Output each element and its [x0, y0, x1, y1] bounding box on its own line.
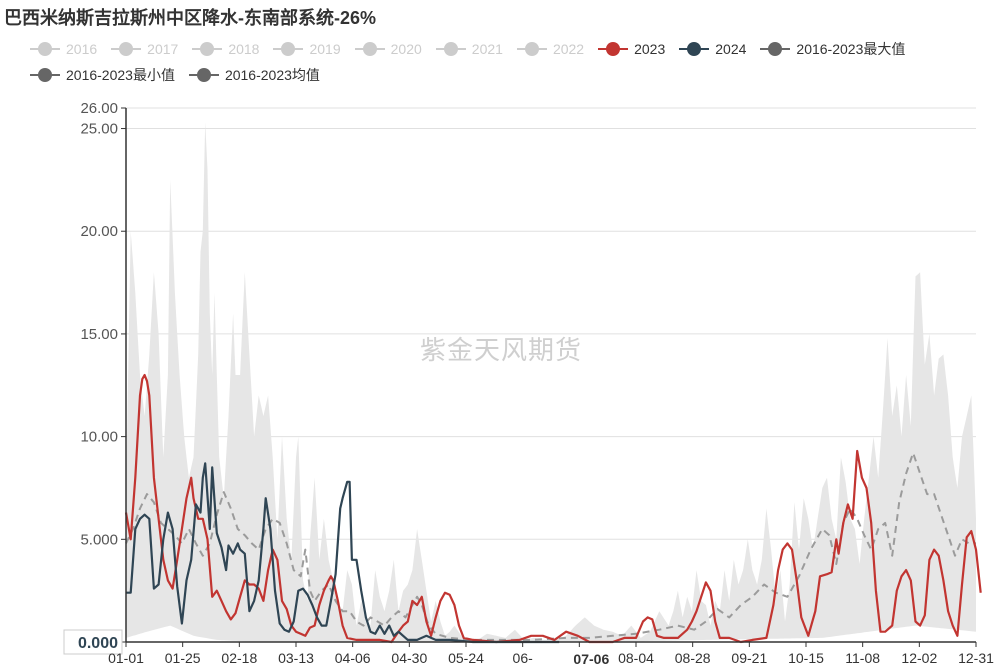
x-tick-label: 06-	[513, 650, 534, 666]
x-tick-label: 02-18	[221, 650, 257, 666]
watermark: 紫金天风期货	[420, 335, 583, 365]
x-tick-label: 12-31	[958, 650, 994, 666]
legend-label: 2017	[147, 41, 179, 57]
series-line	[124, 373, 982, 644]
legend-marker-icon	[30, 42, 60, 56]
legend-label: 2018	[228, 41, 260, 57]
chart-title: 巴西米纳斯吉拉斯州中区降水-东南部系统-26%	[4, 8, 377, 28]
y-tick-label: 5.000	[80, 531, 118, 548]
legend-item[interactable]: 2019	[273, 36, 341, 62]
legend-item[interactable]: 2016-2023均值	[188, 62, 320, 88]
legend-marker-icon	[354, 42, 385, 56]
legend-marker-icon	[516, 42, 547, 56]
x-tick-label: 01-01	[108, 650, 144, 666]
x-tick-label: 09-21	[731, 650, 767, 666]
y-tick-label: 26.00	[80, 100, 118, 117]
y-tick-label: 20.00	[80, 223, 118, 240]
x-tick-label: 04-30	[391, 650, 427, 666]
max-min-band	[126, 122, 976, 642]
legend-label: 2021	[471, 41, 503, 57]
legend-item[interactable]: 2016	[30, 36, 97, 62]
legend-item[interactable]: 2016-2023最小值	[30, 62, 175, 88]
y-tick-label: 25.00	[80, 121, 118, 138]
x-tick-label: 04-06	[335, 650, 371, 666]
legend-item[interactable]: 2022	[516, 36, 585, 62]
legend-item[interactable]: 2024	[679, 36, 746, 62]
x-tick-label: 07-06	[573, 651, 609, 667]
legend-marker-icon	[435, 42, 466, 56]
series-line	[125, 452, 976, 641]
x-tick-label: 08-04	[618, 650, 654, 666]
legend-item[interactable]: 2017	[111, 36, 178, 62]
legend-label: 2020	[390, 41, 422, 57]
x-tick-label: 03-13	[278, 650, 314, 666]
x-tick-label: 12-02	[901, 650, 937, 666]
legend-marker-icon	[760, 42, 791, 56]
legend-label: 2024	[715, 41, 747, 57]
y-tick-label: 10.00	[80, 429, 118, 446]
x-tick-label: 10-15	[788, 650, 824, 666]
x-tick-label: 05-24	[448, 650, 484, 666]
legend-marker-icon	[598, 42, 629, 56]
legend-marker-icon	[679, 42, 710, 56]
legend-item[interactable]: 2018	[192, 36, 259, 62]
legend-label: 2022	[552, 41, 585, 57]
legend-item[interactable]: 2016-2023最大值	[760, 36, 905, 62]
chart-legend: 2016 2017 2018 2019 2020 2021 2022 2023 2024 2016…	[30, 36, 990, 88]
legend-label: 2016-2023最大值	[796, 41, 906, 57]
series-line	[126, 462, 560, 644]
legend-label: 2016	[66, 41, 98, 57]
legend-marker-icon	[273, 42, 304, 56]
legend-marker-icon	[192, 42, 223, 56]
y-pointer-box	[63, 629, 123, 655]
x-tick-label: 11-08	[845, 650, 880, 666]
legend-item[interactable]: 2020	[354, 36, 422, 62]
legend-item[interactable]: 2023	[598, 36, 665, 62]
y-tick-label: 15.00	[80, 326, 118, 343]
x-tick-label: 08-28	[675, 650, 711, 666]
legend-marker-icon	[30, 68, 60, 82]
legend-label: 2023	[634, 41, 666, 57]
legend-label: 2019	[309, 41, 341, 57]
legend-label: 2016-2023最小值	[66, 67, 175, 83]
legend-marker-icon	[111, 42, 142, 56]
legend-item[interactable]: 2021	[435, 36, 503, 62]
x-tick-label: 01-25	[165, 650, 201, 666]
y-pointer-label: 0.000	[78, 635, 118, 652]
legend-label: 2016-2023均值	[224, 67, 320, 83]
legend-marker-icon	[188, 68, 219, 82]
